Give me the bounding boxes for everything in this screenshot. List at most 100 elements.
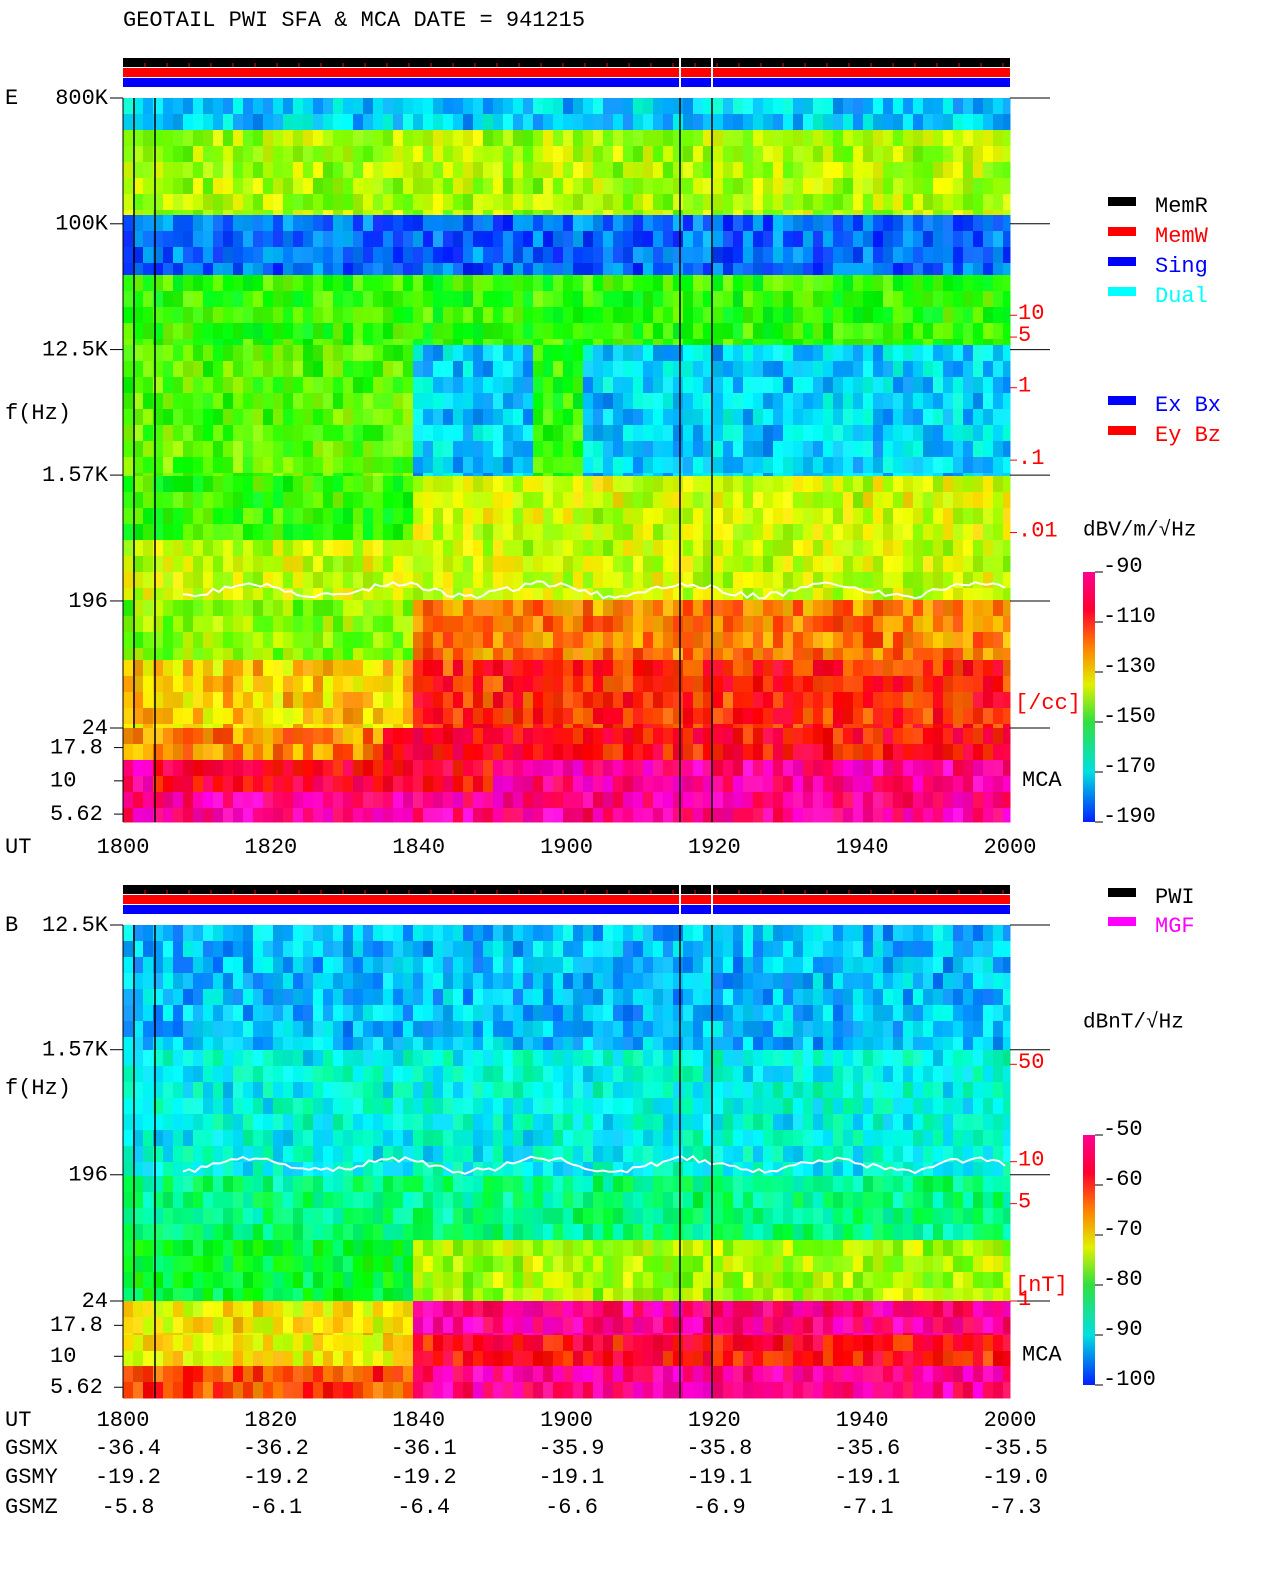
spectrogram-cell [853,307,864,324]
spectrogram-cell [403,692,414,709]
spectrogram-cell [853,632,864,649]
spectrogram-cell [333,425,344,442]
spectrogram-cell [403,760,414,777]
spectrogram-cell [953,178,964,195]
spectrogram-cell [813,692,824,709]
spectrogram-cell [333,925,344,942]
spectrogram-cell [1003,540,1011,557]
spectrogram-cell [523,760,534,777]
spectrogram-cell [153,146,164,163]
spectrogram-cell [463,989,474,1006]
spectrogram-cell [123,728,134,745]
spectrogram-cell [553,457,564,474]
spectrogram-cell [903,941,914,958]
spectrogram-cell [353,457,364,474]
spectrogram-cell [213,692,224,709]
status-bar [123,58,1010,67]
spectrogram-cell [123,247,134,264]
spectrogram-cell [443,307,454,324]
spectrogram-cell [613,989,624,1006]
spectrogram-cell [583,130,594,147]
spectrogram-cell [573,600,584,617]
spectrogram-cell [263,425,274,442]
spectrogram-cell [613,275,624,292]
spectrogram-cell [763,744,774,761]
spectrogram-cell [393,957,404,974]
spectrogram-cell [483,361,494,378]
spectrogram-cell [493,1005,504,1022]
spectrogram-cell [853,130,864,147]
spectrogram-cell [213,114,224,131]
spectrogram-cell [363,323,374,340]
spectrogram-cell [803,377,814,394]
spectrogram-cell [983,492,994,509]
spectrogram-cell [543,178,554,195]
spectrogram-cell [813,114,824,131]
spectrogram-cell [883,146,894,163]
spectrogram-cell [653,941,664,958]
spectrogram-cell [903,114,914,131]
spectrogram-cell [633,130,644,147]
spectrogram-cell [143,441,154,458]
spectrogram-cell [543,291,554,308]
spectrogram-cell [493,744,504,761]
spectrogram-cell [963,508,974,525]
spectrogram-cell [973,473,984,477]
spectrogram-cell [943,231,954,248]
spectrogram-cell [513,808,524,823]
spectrogram-cell [163,588,174,601]
spectrogram-cell [353,247,364,264]
spectrogram-cell [703,792,714,809]
spectrogram-cell [983,339,994,346]
spectrogram-cell [563,776,574,793]
spectrogram-cell [963,724,974,729]
spectrogram-cell [933,247,944,264]
spectrogram-cell [873,178,884,195]
spectrogram-cell [623,247,634,264]
spectrogram-cell [903,377,914,394]
spectrogram-cell [703,178,714,195]
spectrogram-cell [283,556,294,573]
spectrogram-cell [273,441,284,458]
spectrogram-cell [233,473,244,477]
spectrogram-cell [743,724,754,729]
spectrogram-cell [673,792,684,809]
spectrogram-cell [773,692,784,709]
legend-label: MemW [1155,224,1209,249]
spectrogram-cell [953,540,964,557]
spectrogram-cell [403,425,414,442]
spectrogram-cell [923,941,934,958]
spectrogram-cell [613,572,624,589]
spectrogram-cell [133,973,144,990]
spectrogram-cell [723,425,734,442]
spectrogram-cell [693,441,704,458]
spectrogram-cell [723,632,734,649]
spectrogram-cell [263,588,274,601]
spectrogram-cell [353,524,364,541]
spectrogram-cell [183,476,194,493]
spectrogram-cell [963,760,974,777]
spectrogram-cell [173,114,184,131]
spectrogram-cell [193,130,204,147]
spectrogram-cell [593,345,604,362]
spectrogram-cell [713,98,724,115]
spectrogram-cell [533,588,544,601]
spectrogram-cell [833,361,844,378]
spectrogram-cell [193,339,204,346]
spectrogram-cell [823,632,834,649]
spectrogram-cell [613,941,624,958]
spectrogram-cell [443,98,454,115]
spectrogram-cell [403,600,414,617]
spectrogram-cell [923,660,934,677]
spectrogram-cell [493,275,504,292]
spectrogram-cell [173,728,184,745]
spectrogram-cell [973,231,984,248]
spectrogram-cell [413,409,424,426]
spectrogram-cell [423,247,434,264]
spectrogram-cell [393,361,404,378]
spectrogram-cell [793,247,804,264]
spectrogram-cell [533,473,544,477]
spectrogram-cell [903,728,914,745]
spectrogram-cell [693,648,704,661]
spectrogram-cell [363,361,374,378]
